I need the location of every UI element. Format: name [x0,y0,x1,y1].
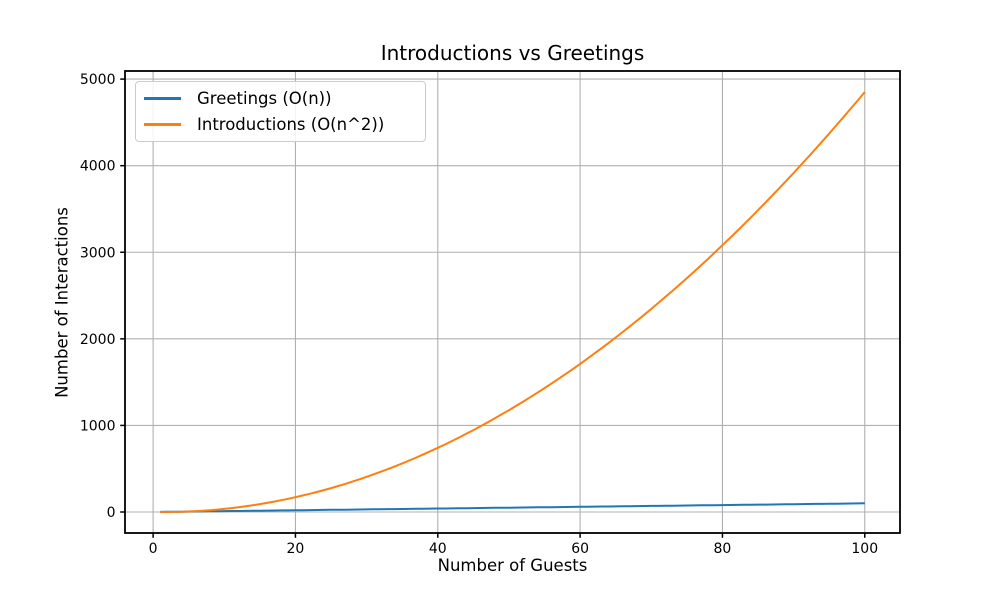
y-tick-label: 1000 [80,418,116,434]
x-axis-label: Number of Guests [437,556,588,575]
y-axis-label: Number of Interactions [52,207,72,398]
legend-item-introductions: Introductions (O(n^2)) [136,112,425,139]
series-lines [160,91,866,513]
legend-item-greetings: Greetings (O(n)) [136,85,425,112]
legend-label-greetings: Greetings (O(n)) [197,88,332,108]
x-tick-label: 80 [714,541,732,557]
plot-border [124,70,901,534]
gridlines [125,71,900,533]
greetings-line-swatch [144,96,181,100]
y-tick-label: 3000 [80,245,116,261]
y-tick-label: 4000 [80,159,116,175]
y-tick-label: 5000 [80,72,116,88]
introductions-line-swatch [144,123,181,127]
series-line-0 [160,502,865,513]
series-line-1 [160,91,866,513]
axis-ticks [120,78,866,538]
legend-label-introductions: Introductions (O(n^2)) [197,115,385,135]
legend: Greetings (O(n)) Introductions (O(n^2)) [135,81,426,142]
axes-frame [124,70,901,534]
x-tick-label: 20 [287,541,305,557]
y-tick-label: 0 [107,505,116,521]
x-tick-label: 40 [429,541,447,557]
y-tick-label: 2000 [80,332,116,348]
chart-title: Introductions vs Greetings [380,41,645,65]
x-tick-label: 100 [851,541,878,557]
x-tick-label: 0 [149,541,158,557]
x-tick-label: 60 [571,541,589,557]
